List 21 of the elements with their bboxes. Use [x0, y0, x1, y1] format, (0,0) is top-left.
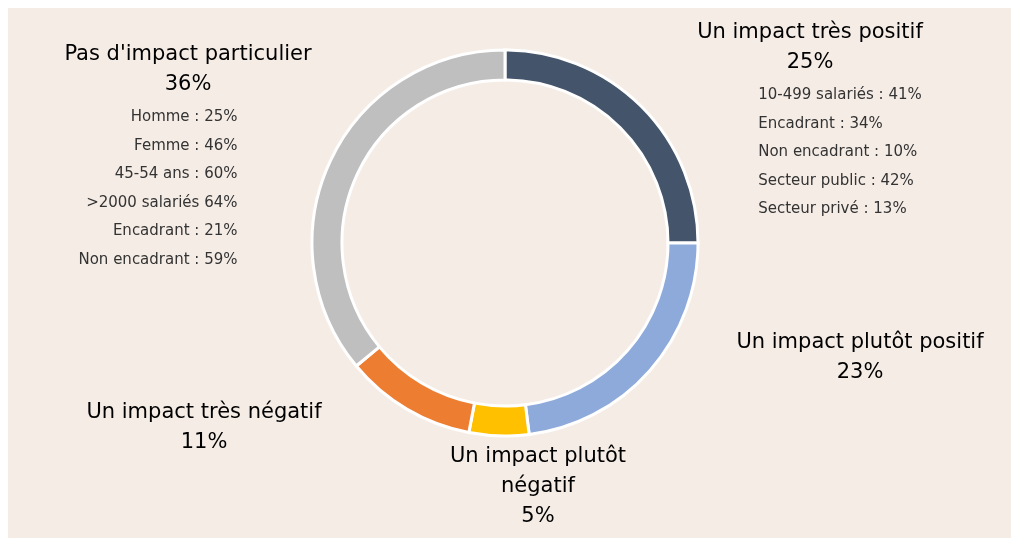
slice-label: Un impact très positif [696, 18, 925, 45]
slice-label: Un impact plutôt négatif [448, 442, 628, 499]
text: Encadrant : 34% [758, 113, 883, 132]
slice-label: Pas d'impact particulier [63, 40, 313, 67]
slice-label: Un impact plutôt positif [735, 328, 985, 355]
data-label: 23% [835, 358, 885, 385]
data-label: 5% [520, 502, 556, 529]
slice-label: Un impact très négatif [85, 398, 323, 425]
text: >2000 salariés 64% [86, 192, 238, 211]
text: Non encadrant : 59% [78, 249, 238, 268]
text: Non encadrant : 10% [758, 142, 918, 160]
data-label: 11% [179, 428, 229, 455]
text: 10-499 salariés : 41% [758, 85, 922, 103]
data-label: 25% [785, 48, 835, 75]
text: Homme : 25% [130, 107, 238, 125]
text: Secteur privé : 13% [758, 199, 907, 217]
text: Femme : 46% [134, 135, 238, 154]
text: 45-54 ans : 60% [114, 164, 238, 182]
text: Encadrant : 21% [112, 221, 238, 239]
data-label: 36% [163, 70, 213, 97]
text: Secteur public : 42% [758, 170, 914, 189]
